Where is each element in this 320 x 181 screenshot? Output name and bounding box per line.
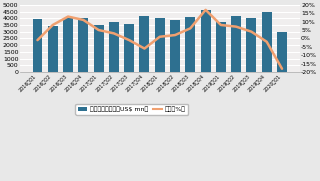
Bar	[63, 18, 73, 72]
Bar	[155, 18, 165, 72]
Bar	[262, 12, 272, 72]
Bar	[201, 10, 211, 72]
Bar	[48, 26, 58, 72]
Bar	[246, 18, 256, 72]
Bar	[78, 18, 88, 72]
Bar	[216, 22, 226, 72]
Bar	[231, 16, 241, 72]
Legend: 路由器市场规模（US$ mn）, 增速（%）: 路由器市场规模（US$ mn）, 增速（%）	[75, 104, 188, 115]
Bar	[33, 19, 43, 72]
Bar	[140, 16, 149, 72]
Bar	[185, 17, 195, 72]
Bar	[277, 32, 287, 72]
Bar	[170, 20, 180, 72]
Bar	[124, 24, 134, 72]
Bar	[94, 25, 104, 72]
Bar	[109, 22, 119, 72]
